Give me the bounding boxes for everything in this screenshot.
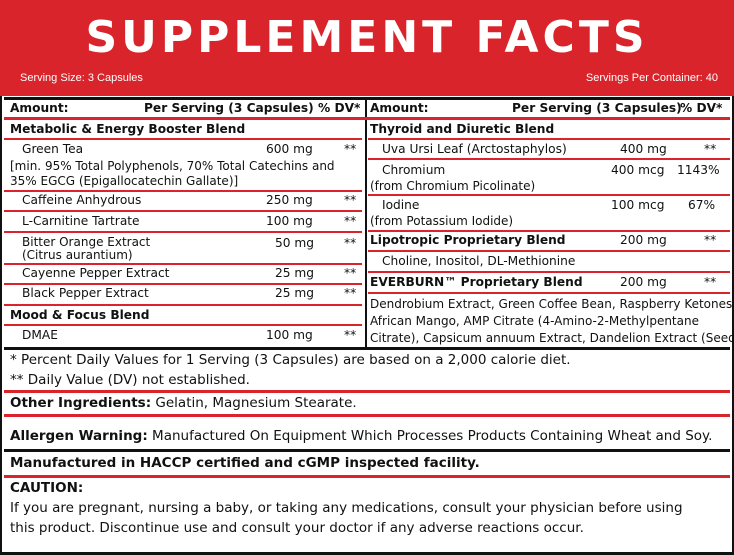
- column-divider: [365, 98, 367, 348]
- chromium-amount: 400 mcg: [611, 163, 665, 177]
- cayenne-name: Cayenne Pepper Extract: [22, 266, 170, 280]
- iodine-dv: 67%: [688, 198, 716, 212]
- blend-thyroid: Thyroid and Diuretic Blend: [370, 122, 555, 136]
- caution-text-2: this product. Discontinue use and consul…: [10, 520, 584, 536]
- carnitine-name: L-Carnitine Tartrate: [22, 214, 140, 228]
- row-rule: [368, 230, 730, 232]
- green-tea-note-2: 35% EGCG (Epigallocatechin Gallate)]: [10, 174, 239, 188]
- row-rule: [4, 283, 362, 285]
- bitter-orange-dv: **: [344, 236, 357, 250]
- everburn-ingredients: Dendrobium Extract, Green Coffee Bean, R…: [370, 297, 734, 311]
- lipo-items: Choline, Inositol, DL-Methionine: [382, 254, 576, 268]
- caution-label: CAUTION:: [10, 480, 84, 496]
- iodine-amount: 100 mcg: [611, 198, 665, 212]
- everburn-ingredients-2: African Mango, AMP Citrate (4-Amino-2-Me…: [370, 314, 699, 328]
- right-dv-header: % DV*: [680, 101, 723, 115]
- other-ingredients: Other Ingredients: Gelatin, Magnesium St…: [10, 395, 357, 412]
- uva-dv: **: [704, 142, 717, 156]
- lipo-dv: **: [704, 233, 717, 247]
- row-rule: [4, 414, 730, 417]
- cayenne-amount: 25 mg: [275, 266, 314, 280]
- everburn-ingredients-3: Citrate), Capsicum annuum Extract, Dande…: [370, 331, 734, 345]
- caffeine-dv: **: [344, 193, 357, 207]
- green-tea-amount: 600 mg: [266, 142, 313, 156]
- uva-name: Uva Ursi Leaf (Arctostaphylos): [382, 142, 567, 156]
- left-per-serving-header: Per Serving (3 Capsules): [144, 101, 314, 115]
- serving-size: Serving Size: 3 Capsules: [20, 72, 143, 84]
- row-rule: [4, 210, 362, 212]
- blend-mood-focus: Mood & Focus Blend: [10, 308, 150, 322]
- chromium-name: Chromium: [382, 163, 446, 177]
- blend-metabolic: Metabolic & Energy Booster Blend: [10, 122, 246, 136]
- black-pepper-dv: **: [344, 286, 357, 300]
- black-pepper-name: Black Pepper Extract: [22, 286, 149, 300]
- footer-rule: [4, 347, 730, 350]
- black-pepper-amount: 25 mg: [275, 286, 314, 300]
- caffeine-name: Caffeine Anhydrous: [22, 193, 142, 207]
- allergen-warning: Allergen Warning: Manufactured On Equipm…: [10, 428, 712, 445]
- chromium-sub: (from Chromium Picolinate): [370, 179, 536, 193]
- row-rule: [368, 138, 730, 140]
- everburn-dv: **: [704, 275, 717, 289]
- green-tea-dv: **: [344, 142, 357, 156]
- left-dv-header: % DV*: [318, 101, 361, 115]
- lipo-name: Lipotropic Proprietary Blend: [370, 233, 566, 247]
- iodine-name: Iodine: [382, 198, 420, 212]
- everburn-name: EVERBURN™ Proprietary Blend: [370, 275, 583, 289]
- row-rule: [368, 292, 730, 294]
- panel-border-right: [732, 96, 734, 555]
- dv-footnote: * Percent Daily Values for 1 Serving (3 …: [10, 352, 571, 368]
- right-amount-header: Amount:: [370, 101, 429, 115]
- row-rule: [4, 475, 730, 478]
- lipo-amount: 200 mg: [620, 233, 667, 247]
- row-rule: [4, 231, 362, 233]
- panel-border-left: [0, 96, 2, 555]
- row-rule: [368, 250, 730, 252]
- carnitine-amount: 100 mg: [266, 214, 313, 228]
- carnitine-dv: **: [344, 214, 357, 228]
- haccp-statement: Manufactured in HACCP certified and cGMP…: [10, 455, 480, 471]
- bitter-orange-sub: (Citrus aurantium): [22, 248, 133, 262]
- allergen-label: Allergen Warning:: [10, 428, 148, 444]
- green-tea-note: [min. 95% Total Polyphenols, 70% Total C…: [10, 159, 335, 173]
- row-rule: [368, 158, 730, 160]
- row-rule: [4, 263, 362, 265]
- row-rule: [4, 449, 730, 452]
- iodine-sub: (from Potassium Iodide): [370, 214, 514, 228]
- dmae-name: DMAE: [22, 328, 58, 342]
- bitter-orange-name: Bitter Orange Extract: [22, 235, 151, 249]
- chromium-dv: 1143%: [677, 163, 720, 177]
- bitter-orange-amount: 50 mg: [275, 236, 314, 250]
- servings-per-container: Servings Per Container: 40: [585, 72, 718, 84]
- column-header-rule: [4, 117, 730, 120]
- row-rule: [4, 138, 362, 140]
- cayenne-dv: **: [344, 266, 357, 280]
- row-rule: [4, 190, 362, 192]
- everburn-amount: 200 mg: [620, 275, 667, 289]
- row-rule: [368, 194, 730, 196]
- caffeine-amount: 250 mg: [266, 193, 313, 207]
- row-rule: [368, 271, 730, 273]
- other-ingredients-label: Other Ingredients:: [10, 395, 152, 411]
- row-rule: [4, 324, 362, 326]
- uva-amount: 400 mg: [620, 142, 667, 156]
- dmae-dv: **: [344, 328, 357, 342]
- header-banner: [0, 0, 734, 96]
- left-amount-header: Amount:: [10, 101, 69, 115]
- dmae-amount: 100 mg: [266, 328, 313, 342]
- dv-not-established: ** Daily Value (DV) not established.: [10, 372, 250, 388]
- right-per-serving-header: Per Serving (3 Capsules): [512, 101, 682, 115]
- page-title: SUPPLEMENT FACTS: [85, 12, 649, 63]
- panel-border-bottom: [0, 552, 734, 555]
- green-tea-name: Green Tea: [22, 142, 84, 156]
- allergen-text: Manufactured On Equipment Which Processe…: [147, 428, 713, 444]
- caution-text-1: If you are pregnant, nursing a baby, or …: [10, 500, 683, 516]
- other-ingredients-text: Gelatin, Magnesium Stearate.: [151, 395, 357, 411]
- row-rule: [4, 304, 362, 306]
- row-rule: [4, 390, 730, 393]
- header-rule: [4, 97, 730, 100]
